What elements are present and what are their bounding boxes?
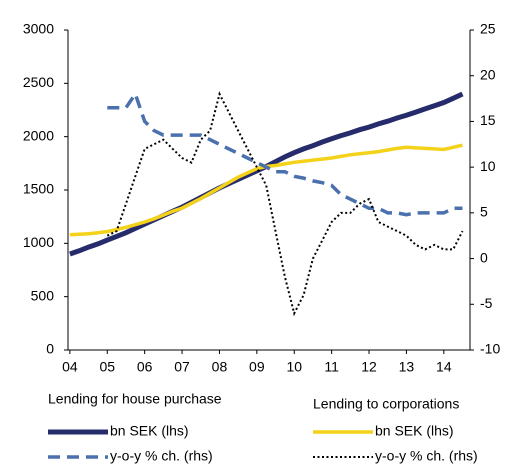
- y2-tick-label: 5: [480, 204, 488, 220]
- y2-tick-label: 15: [480, 112, 496, 128]
- series-line: [69, 143, 463, 237]
- y-tick-label: 2000: [23, 127, 54, 143]
- legend-label: bn SEK (lhs): [375, 423, 454, 439]
- x-tick-label: 13: [399, 359, 415, 375]
- legend-group-title: Lending to corporations: [313, 396, 459, 412]
- y-tick-label: 3000: [23, 21, 54, 37]
- x-tick-label: 08: [212, 359, 228, 375]
- series-line: [69, 91, 464, 257]
- x-tick-label: 06: [137, 359, 153, 375]
- y2-tick-label: 25: [480, 21, 496, 37]
- y2-tick-label: -10: [480, 341, 500, 357]
- y2-tick-label: 0: [480, 249, 488, 265]
- series-line: [106, 91, 464, 317]
- y-tick-label: 500: [31, 287, 55, 303]
- legend-group-title: Lending for house purchase: [48, 391, 222, 407]
- legend-label: y-o-y % ch. (rhs): [375, 448, 478, 464]
- legend-label: bn SEK (lhs): [110, 423, 189, 439]
- y2-tick-label: -5: [480, 295, 493, 311]
- x-tick-label: 05: [99, 359, 115, 375]
- x-tick-label: 12: [361, 359, 377, 375]
- x-tick-label: 07: [174, 359, 190, 375]
- y-tick-label: 2500: [23, 74, 54, 90]
- x-tick-label: 10: [286, 359, 302, 375]
- y2-tick-label: 20: [480, 66, 496, 82]
- y-tick-label: 1500: [23, 181, 54, 197]
- series-line: [107, 90, 463, 217]
- x-tick-label: 09: [249, 359, 265, 375]
- legend-label: y-o-y % ch. (rhs): [110, 448, 213, 464]
- y-tick-label: 1000: [23, 234, 54, 250]
- y-tick-label: 0: [46, 341, 54, 357]
- x-tick-label: 11: [324, 359, 339, 375]
- y2-tick-label: 10: [480, 158, 496, 174]
- x-tick-label: 14: [436, 359, 452, 375]
- x-tick-label: 04: [62, 359, 78, 375]
